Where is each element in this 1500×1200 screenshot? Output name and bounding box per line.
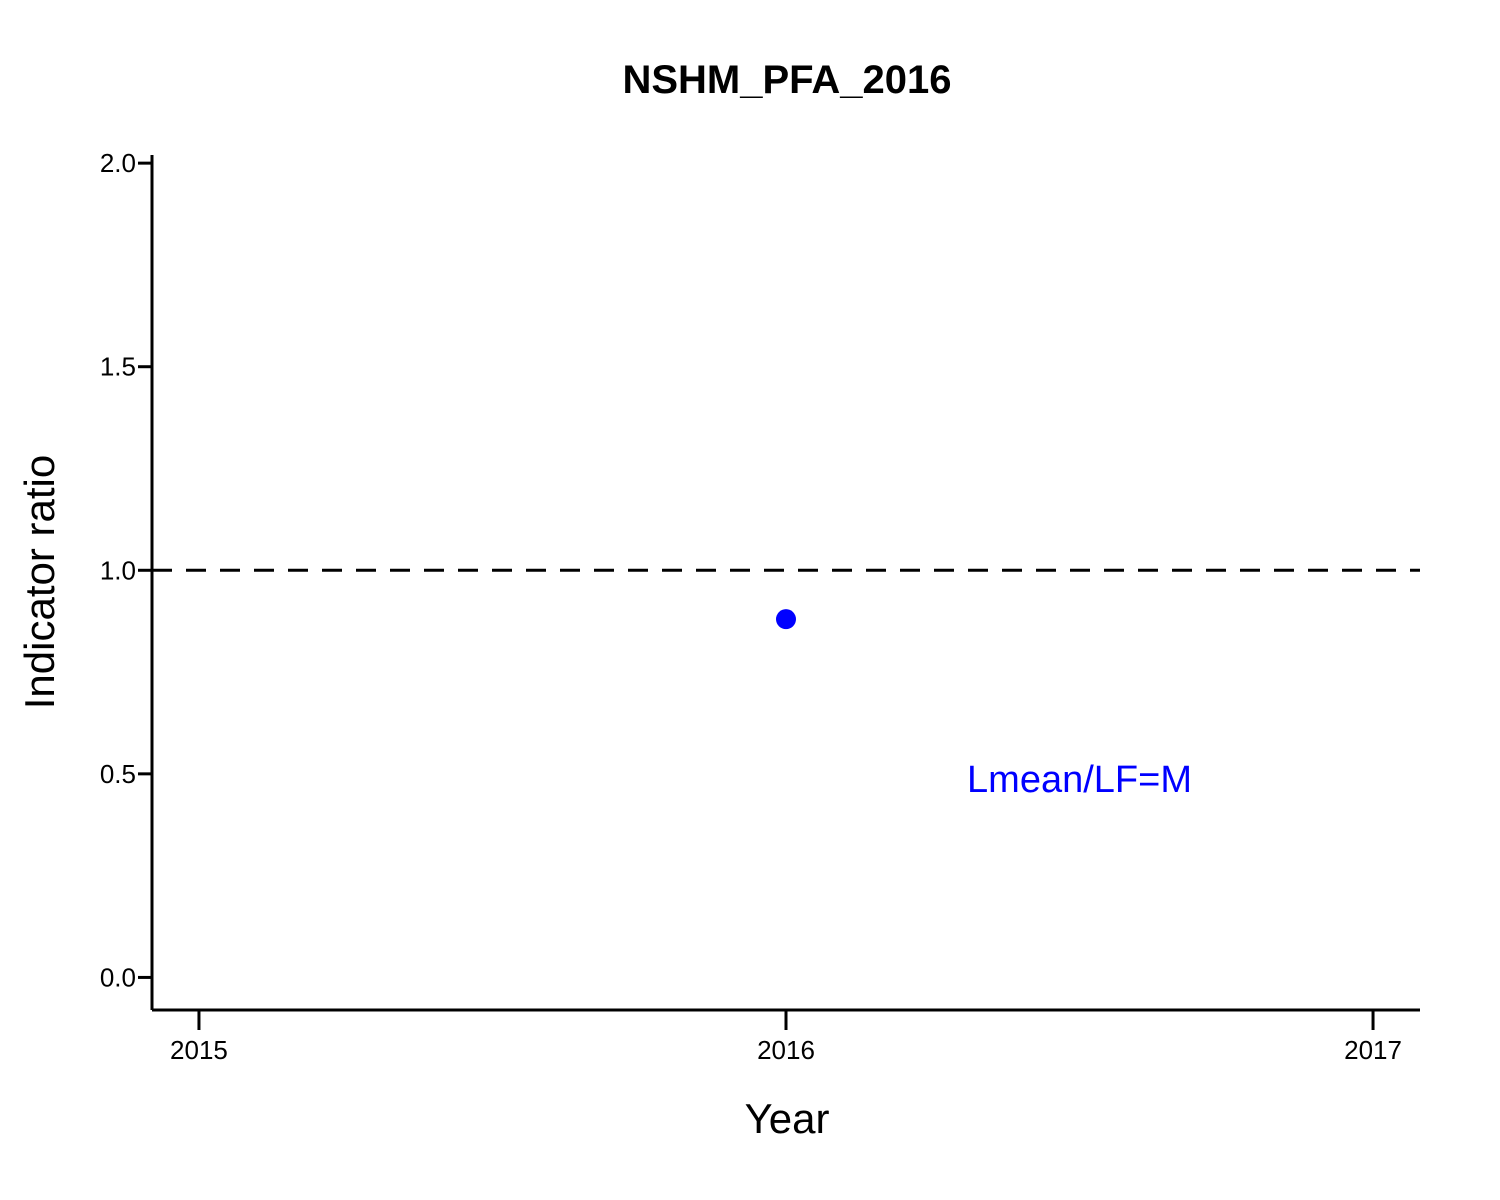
x-tick-label: 2015: [170, 1035, 228, 1065]
x-axis-label: Year: [745, 1095, 830, 1142]
x-axis: 2015 2016 2017: [152, 1008, 1420, 1065]
y-tick-label: 1.0: [100, 555, 136, 585]
y-tick-label: 1.5: [100, 352, 136, 382]
y-tick-label: 2.0: [100, 148, 136, 178]
data-point: [776, 609, 796, 630]
x-tick-label: 2016: [757, 1035, 815, 1065]
data-points: [776, 609, 796, 630]
chart-title: NSHM_PFA_2016: [622, 58, 951, 102]
y-tick-label: 0.5: [100, 759, 136, 789]
y-tick-label: 0.0: [100, 962, 136, 992]
x-tick-label: 2017: [1344, 1035, 1402, 1065]
y-axis: 0.0 0.5 1.0 1.5 2.0: [100, 148, 154, 1010]
y-axis-label: Indicator ratio: [16, 455, 63, 709]
annotation-label: Lmean/LF=M: [967, 759, 1192, 801]
